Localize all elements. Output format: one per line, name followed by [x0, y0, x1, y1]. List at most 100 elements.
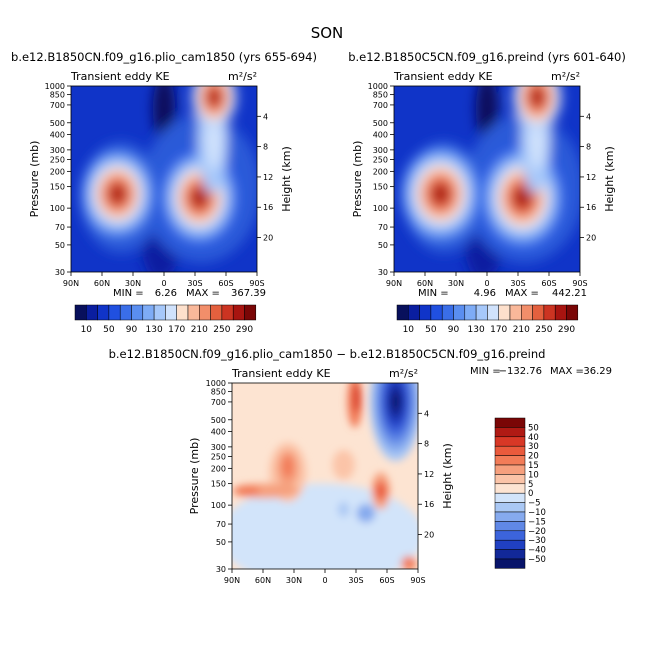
colorbar-label: 250 [535, 325, 552, 335]
y-tick-label: 300 [373, 146, 388, 155]
y-tick-label: 300 [50, 146, 65, 155]
colorbar-box [494, 492, 526, 503]
colorbar-label: 130 [146, 325, 163, 335]
y-tick-label: 30 [378, 268, 388, 277]
x-tick-label: 90S [410, 576, 425, 585]
colorbar-label: 210 [191, 325, 208, 335]
y-tick-label: 200 [211, 464, 226, 473]
nh-jet [437, 189, 444, 198]
pos-anomaly [332, 449, 355, 480]
height-tick-label: 20 [586, 234, 596, 243]
panel-title: b.e12.B1850C5CN.f09_g16.preind (yrs 601-… [348, 50, 626, 64]
y-tick-label: 50 [216, 538, 226, 547]
max-value: 36.29 [583, 366, 612, 377]
colorbar-box [119, 304, 132, 321]
y-axis-label: Pressure (mb) [351, 141, 364, 218]
y-tick-label: 70 [378, 223, 388, 232]
height-tick-label: 20 [263, 234, 273, 243]
colorbar-box [521, 304, 533, 321]
y-tick-label: 700 [373, 101, 388, 110]
x-tick-label: 90N [386, 279, 402, 288]
colorbar-label: 130 [468, 325, 485, 335]
panel-left-label: Transient eddy KE [393, 70, 493, 83]
polar-vortex [211, 93, 217, 101]
colorbar-label: 50 [103, 325, 115, 335]
neg-anomaly [391, 393, 400, 411]
colorbar-box [419, 304, 432, 321]
pos-anomaly [401, 555, 417, 569]
colorbar-box [199, 304, 211, 321]
height-tick-label: 12 [263, 173, 273, 182]
x-tick-label: 30N [286, 576, 302, 585]
colorbar-box [475, 304, 488, 321]
colorbar-box [453, 304, 466, 321]
plot-area [394, 86, 580, 272]
axis-ticks: 305070100150200250300400500700850100090N… [45, 82, 274, 288]
height-tick-label: 4 [586, 112, 591, 121]
colorbar-label: 20 [528, 452, 539, 462]
colorbar-box [494, 436, 526, 447]
colorbar-box [494, 464, 526, 475]
x-tick-label: 60S [379, 576, 394, 585]
colorbar-label: −30 [528, 536, 546, 546]
height-tick-label: 16 [424, 500, 434, 509]
colorbar-label: −50 [528, 555, 546, 565]
x-tick-label: 90S [572, 279, 587, 288]
x-tick-label: 90N [224, 576, 240, 585]
axis-ticks: 305070100150200250300400500700850100090N… [206, 379, 435, 585]
colorbar-box [494, 445, 526, 456]
colorbar-box [494, 483, 526, 494]
x-tick-label: 0 [161, 279, 166, 288]
colorbar-label: 290 [558, 325, 575, 335]
sh-jet [518, 193, 526, 202]
colorbar-label: 10 [528, 470, 539, 480]
y-axis-label: Pressure (mb) [188, 438, 201, 515]
y-tick-label: 400 [373, 131, 388, 140]
colorbar-label: −40 [528, 546, 546, 556]
height-tick-label: 8 [586, 143, 591, 152]
colorbar-label: 5 [528, 480, 533, 490]
colorbar-box [210, 304, 223, 321]
x-tick-label: 30N [125, 279, 141, 288]
page-title: SON [311, 24, 344, 42]
colorbar-label: 10 [81, 325, 93, 335]
panel-units-label: m²/s² [228, 70, 257, 83]
y-tick-label: 100 [211, 501, 226, 510]
polar-vortex [534, 93, 540, 101]
colorbar-box [494, 521, 526, 532]
y-tick-label: 400 [211, 428, 226, 437]
min-value: −132.76 [499, 366, 542, 377]
y-tick-label: 150 [50, 183, 65, 192]
y-tick-label: 850 [373, 91, 388, 100]
y-tick-label: 30 [55, 268, 65, 277]
x-tick-label: 30N [448, 279, 464, 288]
y2-axis-label: Height (km) [603, 146, 616, 212]
field-layer [400, 86, 580, 272]
colorbar-box [494, 549, 526, 560]
max-label: MAX = [186, 288, 220, 299]
colorbar-label: −15 [528, 517, 546, 527]
colorbar-label: 170 [490, 325, 507, 335]
panel-left-label: Transient eddy KE [70, 70, 170, 83]
colorbar-label: 90 [126, 325, 138, 335]
colorbar-box [86, 304, 98, 321]
height-tick-label: 20 [424, 531, 434, 540]
colorbar-label: 210 [513, 325, 530, 335]
x-tick-label: 90S [249, 279, 264, 288]
y-tick-label: 150 [373, 183, 388, 192]
y-tick-label: 400 [50, 131, 65, 140]
colorbar-box [532, 304, 545, 321]
panel-units-label: m²/s² [389, 367, 418, 380]
colorbar-box [494, 539, 526, 550]
colorbar-label: 250 [213, 325, 230, 335]
plot-area [232, 383, 418, 569]
colorbar-box [494, 511, 526, 522]
colorbar-box [554, 304, 567, 321]
y-tick-label: 1000 [45, 82, 65, 91]
nh-jet [114, 190, 121, 198]
y2-axis-label: Height (km) [280, 146, 293, 212]
panel-plio: b.e12.B1850CN.f09_g16.plio_cam1850 (yrs … [11, 50, 317, 335]
colorbar: 10 50 90 130 170 210 250 290 [396, 304, 579, 335]
height-tick-label: 4 [424, 409, 429, 418]
colorbar-box [142, 304, 155, 321]
